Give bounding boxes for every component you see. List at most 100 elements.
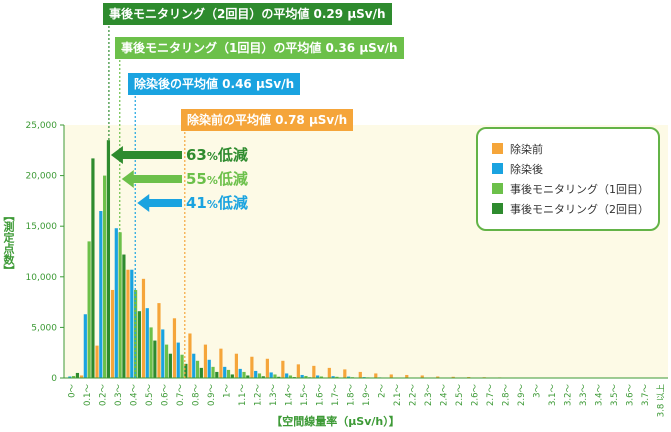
bar-3-10 [230,374,234,378]
bar-1-13 [269,372,273,378]
x-tick-label: 0.1～ [83,384,93,407]
x-tick-label: 0.5～ [145,384,155,407]
bar-2-11 [242,371,246,378]
x-axis-label: 【空間線量率（μSv/h）】 [271,415,400,428]
x-tick-label: 2～ [377,384,387,398]
bar-0-15 [296,364,300,378]
avg-label-monitoring-1: 事後モニタリング（1回目）の平均値 0.36 μSv/h [115,37,404,59]
x-tick-label: 3.8 以上 [656,384,666,418]
legend-swatch-before [492,143,503,154]
avg-label-after: 除染後の平均値 0.46 μSv/h [128,73,301,95]
x-tick-label: 3.3～ [579,384,589,407]
bar-2-12 [257,373,262,378]
bar-3-0 [75,372,80,378]
y-axis-label: 【測定点数】 [2,210,15,276]
x-tick-label: 1.4～ [285,384,295,407]
bar-1-7 [176,342,180,378]
bar-1-15 [300,374,304,378]
bar-0-22 [405,374,409,378]
reduction-label-41: 41%低減 [186,194,248,212]
reduction-arrow-2 [137,194,182,212]
bar-0-5 [141,278,146,378]
x-tick-label: 3.1～ [548,384,558,407]
bar-0-9 [203,344,208,378]
bar-2-14 [288,375,293,378]
bar-3-11 [246,375,250,378]
bar-3-8 [199,367,203,378]
bar-0-11 [234,353,239,378]
bar-0-12 [250,356,254,378]
x-tick-label: 1～ [223,384,233,398]
bar-2-5 [149,327,153,378]
bar-0-10 [219,348,223,378]
x-tick-label: 0～ [68,384,78,398]
x-tick-label: 0.2～ [99,384,109,407]
x-tick-label: 2.8～ [501,384,511,407]
avg-label-monitoring-2: 事後モニタリング（2回目）の平均値 0.29 μSv/h [103,3,392,25]
legend-item-after: 除染後 [492,163,543,176]
bar-1-1 [83,314,87,378]
bar-0-24 [436,376,440,378]
x-tick-label: 2.3～ [424,384,434,407]
y-tick-label: 10,000 [26,273,58,283]
bar-2-0 [72,375,76,378]
bar-1-3 [114,228,118,378]
bar-0-16 [312,365,316,378]
y-tick-label: 15,000 [26,222,58,232]
x-tick-label: 1.6～ [316,384,326,407]
x-tick-label: 0.3～ [114,384,124,407]
bar-1-16 [316,375,320,378]
y-tick-label: 20,000 [26,172,58,182]
x-tick-label: 2.7～ [486,384,496,407]
bar-3-7 [184,363,188,378]
bar-0-3 [110,289,115,378]
x-tick-label: 2.9～ [517,384,527,407]
bar-2-15 [304,375,308,378]
bar-0-13 [265,358,269,378]
bar-2-17 [335,376,339,378]
bar-1-5 [145,308,149,378]
bar-1-17 [331,376,335,378]
x-tick-label: 0.4～ [130,384,140,407]
y-tick-label: 5,000 [31,323,57,333]
bar-2-8 [195,360,200,378]
bar-0-20 [374,373,378,378]
x-tick-label: 3.2～ [563,384,573,407]
x-tick-label: 0.9～ [207,384,217,407]
bar-0-17 [327,367,331,378]
x-tick-label: 1.3～ [269,384,279,407]
bar-2-9 [211,366,215,378]
bar-3-4 [137,311,141,378]
x-tick-label: 2.6～ [470,384,480,407]
x-tick-label: 1.7～ [331,384,341,407]
bar-1-18 [347,376,351,378]
bar-1-14 [285,373,289,378]
bar-3-12 [261,376,265,378]
bar-0-8 [188,333,192,378]
x-tick-label: 1.2～ [254,384,264,407]
legend-item-before: 除染前 [492,143,543,156]
x-tick-label: 0.6～ [161,384,171,407]
reduction-label-63: 63%低減 [186,146,248,164]
bar-0-14 [281,360,285,378]
x-tick-label: 1.8～ [347,384,357,407]
bar-3-5 [153,340,157,378]
bar-2-1 [87,241,91,378]
bar-1-9 [207,359,211,378]
bar-0-2 [95,345,99,378]
bar-1-0 [68,376,72,378]
x-tick-label: 2.5～ [455,384,465,407]
bar-2-2 [103,175,107,378]
bar-2-16 [319,376,324,378]
x-tick-label: 0.7～ [176,384,186,407]
x-tick-label: 1.5～ [300,384,310,407]
bar-0-4 [126,269,130,378]
x-tick-label: 2.1～ [393,384,403,407]
bar-2-13 [273,374,277,378]
y-tick-label: 25,000 [26,121,58,131]
bar-1-4 [130,269,134,378]
legend-swatch-monitoring-2 [492,203,503,214]
bar-3-6 [168,353,172,378]
bar-1-10 [223,366,227,378]
x-tick-label: 3～ [532,384,542,398]
